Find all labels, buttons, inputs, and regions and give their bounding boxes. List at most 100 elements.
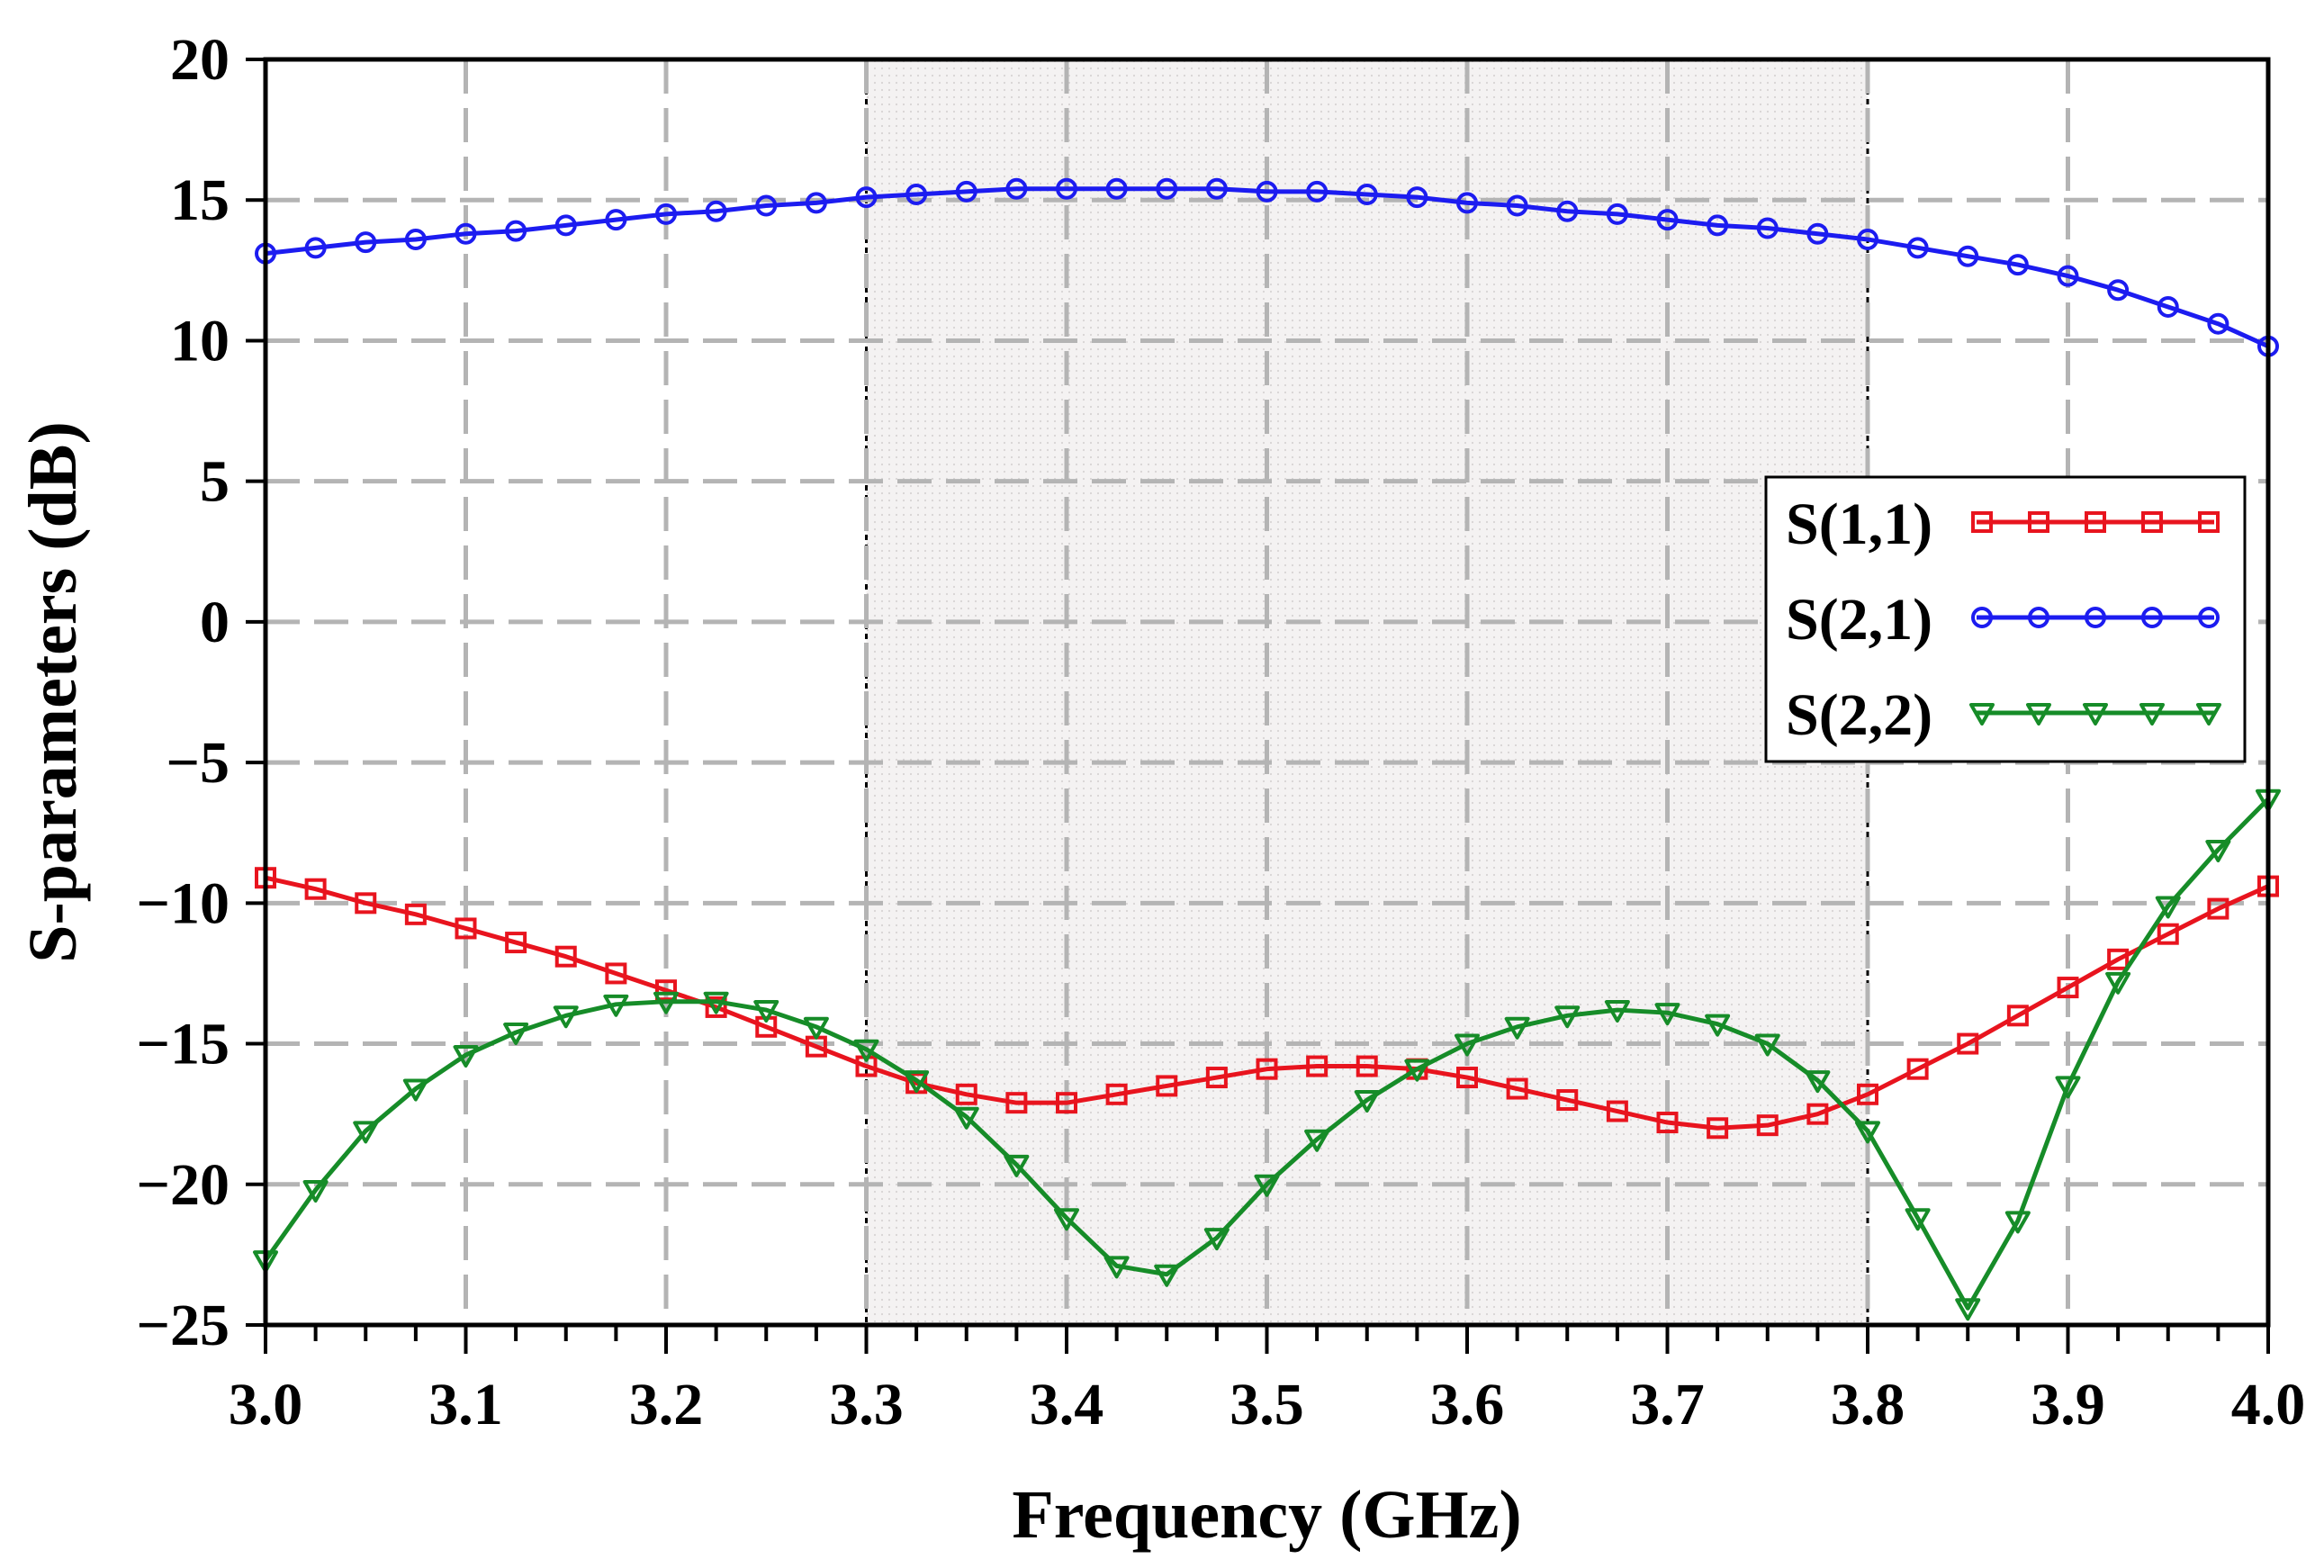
data-point-s21 (1356, 183, 1378, 205)
data-point-s11 (1606, 1100, 1628, 1122)
data-point-s21 (455, 222, 477, 245)
data-point-s21 (1005, 177, 1028, 200)
data-point-s21 (1606, 203, 1628, 225)
data-point-s21 (2057, 265, 2079, 287)
data-point-s21 (355, 231, 377, 254)
data-point-s11 (2207, 897, 2229, 920)
series-line-s22 (263, 797, 2270, 1311)
data-point-s11 (1356, 1055, 1378, 1077)
legend-marker (2141, 511, 2163, 533)
data-point-s11 (1105, 1083, 1128, 1105)
data-point-s22 (1604, 1000, 1630, 1023)
data-point-s21 (1556, 200, 1579, 222)
data-point-s21 (1957, 245, 1979, 267)
legend-marker (1971, 511, 1993, 533)
data-point-s21 (1256, 180, 1278, 203)
y-tick-label: 15 (170, 167, 230, 233)
x-tick-label: 3.7 (1630, 1372, 1705, 1437)
data-point-s22 (553, 1005, 579, 1029)
data-point-s11 (455, 917, 477, 940)
y-tick-label: 20 (170, 27, 230, 93)
data-point-s11 (1957, 1032, 1979, 1055)
x-tick-label: 3.6 (1430, 1372, 1505, 1437)
legend-marker (2198, 607, 2220, 628)
data-point-s21 (1205, 177, 1228, 200)
data-point-s21 (1056, 177, 1077, 200)
legend-label: S(2,2) (1786, 682, 1932, 748)
data-point-s11 (554, 945, 577, 968)
series-s21 (255, 177, 2279, 357)
data-point-s22 (353, 1121, 379, 1144)
data-point-s11 (2107, 948, 2130, 970)
plot-frame (263, 57, 2271, 1328)
legend-marker (1969, 703, 1995, 725)
data-point-s11 (1506, 1077, 1528, 1100)
y-tick-label: 0 (200, 590, 230, 655)
data-point-s21 (1456, 192, 1478, 214)
data-point-s22 (703, 991, 729, 1014)
y-tick-label: −10 (136, 870, 230, 936)
data-point-s22 (1654, 1003, 1680, 1026)
data-point-s21 (605, 209, 627, 231)
data-point-s11 (955, 1083, 977, 1105)
data-point-s22 (1103, 1256, 1130, 1279)
data-point-s11 (304, 878, 327, 900)
legend-marker (2196, 703, 2221, 725)
x-tick-label: 3.0 (229, 1372, 303, 1437)
data-point-s11 (355, 892, 377, 915)
data-point-s21 (955, 180, 977, 203)
legend-marker (2198, 511, 2220, 533)
x-tick-label: 3.1 (428, 1372, 503, 1437)
data-point-s11 (705, 996, 727, 1018)
data-point-s21 (2006, 254, 2029, 276)
highlight-band (866, 59, 1868, 1325)
data-point-s21 (1756, 217, 1779, 239)
legend-marker (2028, 511, 2049, 533)
data-point-s22 (1855, 1121, 1880, 1144)
legend-marker (2085, 511, 2106, 533)
data-point-s22 (2105, 971, 2131, 995)
data-point-s21 (1906, 237, 1929, 259)
data-point-s11 (505, 932, 527, 954)
data-point-s21 (755, 194, 778, 217)
legend-item-s22: S(2,2) (1786, 682, 2221, 748)
y-tick-label: 5 (200, 449, 230, 515)
x-tick-label: 4.0 (2231, 1372, 2306, 1437)
data-point-s22 (603, 994, 629, 1017)
y-tick-label: −25 (136, 1293, 230, 1358)
legend-marker (2026, 703, 2051, 725)
data-point-s11 (1205, 1067, 1228, 1089)
data-point-s11 (1906, 1058, 1929, 1080)
y-tick-label: −5 (166, 730, 230, 796)
data-point-s22 (653, 991, 679, 1014)
x-tick-label: 3.5 (1230, 1372, 1304, 1437)
data-point-s22 (953, 1106, 979, 1130)
y-tick-label: 10 (170, 308, 230, 374)
data-point-s21 (304, 237, 327, 259)
data-point-s11 (2057, 977, 2079, 999)
data-point-s21 (1656, 209, 1679, 231)
data-point-s22 (1455, 1033, 1480, 1057)
data-point-s22 (2155, 896, 2181, 919)
data-point-s11 (1306, 1055, 1329, 1077)
legend-marker (2085, 607, 2106, 628)
data-point-s22 (1154, 1264, 1180, 1287)
y-axis-title: S-parameters (dB) (15, 421, 91, 963)
data-point-s11 (1056, 1092, 1077, 1114)
data-point-s11 (1156, 1075, 1178, 1097)
data-point-s22 (503, 1023, 529, 1046)
data-point-s21 (1406, 186, 1428, 209)
data-point-s22 (1805, 1070, 1831, 1094)
x-tick-labels: 3.0 3.1 3.2 3.3 3.4 3.5 3.6 3.7 3.8 3.9 4.0 (229, 1372, 2306, 1437)
data-point-s22 (1404, 1059, 1430, 1082)
data-point-s22 (1554, 1005, 1581, 1029)
legend-marker (2083, 703, 2108, 725)
series-layer (253, 177, 2281, 1321)
data-point-s11 (2006, 1005, 2029, 1027)
x-tick-label: 3.9 (2031, 1372, 2105, 1437)
legend-label: S(2,1) (1786, 587, 1932, 653)
data-point-s11 (1005, 1092, 1028, 1114)
data-point-s22 (402, 1078, 428, 1102)
data-point-s22 (1304, 1129, 1330, 1152)
legend-marker (2141, 607, 2163, 628)
